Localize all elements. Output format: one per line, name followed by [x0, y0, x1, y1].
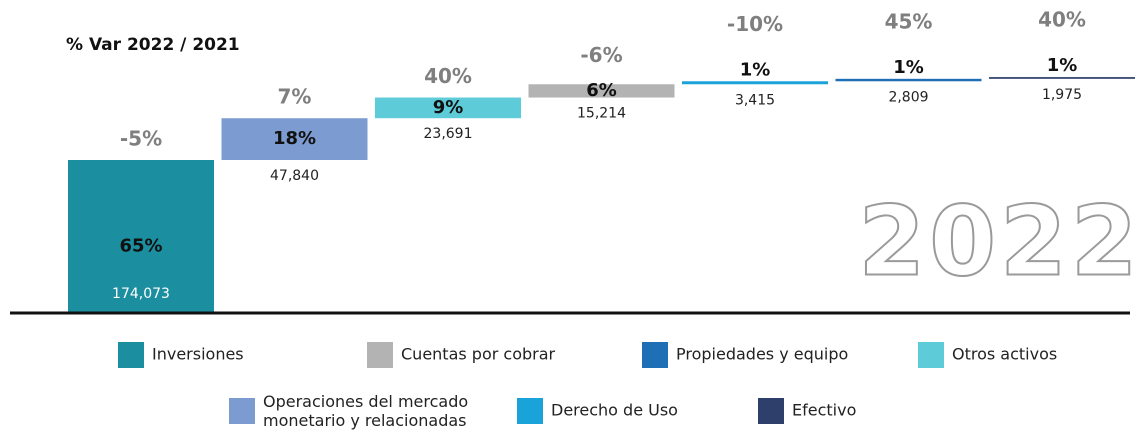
chart-title: % Var 2022 / 2021 — [66, 35, 240, 55]
legend-swatch — [758, 398, 784, 424]
share-label: 1% — [740, 59, 771, 80]
legend-swatch — [918, 342, 944, 368]
share-label: 1% — [893, 57, 924, 78]
change-label: -10% — [727, 12, 783, 36]
legend-label: Propiedades y equipo — [676, 345, 848, 364]
change-label: 7% — [278, 85, 312, 109]
value-label: 15,214 — [577, 106, 626, 122]
change-label: 45% — [885, 9, 933, 33]
legend-swatch — [367, 342, 393, 368]
value-label: 3,415 — [735, 92, 775, 108]
share-label: 18% — [273, 128, 316, 149]
legend-swatch — [517, 398, 543, 424]
change-label: 40% — [1038, 8, 1086, 32]
legend-swatch — [229, 398, 255, 424]
legend-label: Otros activos — [952, 345, 1057, 364]
share-label: 1% — [1047, 55, 1078, 76]
value-label: 2,809 — [888, 89, 928, 105]
value-label: 47,840 — [270, 168, 319, 184]
bar — [835, 78, 982, 82]
bar — [989, 77, 1135, 79]
value-label: 174,073 — [112, 286, 170, 302]
bar — [221, 118, 368, 160]
share-label: 65% — [119, 236, 162, 257]
change-label: -6% — [580, 43, 622, 67]
bar — [68, 160, 214, 312]
legend-swatch — [118, 342, 144, 368]
bar — [375, 97, 521, 119]
bar — [682, 81, 828, 85]
legend-label: Inversiones — [152, 345, 244, 364]
legend-swatch — [642, 342, 668, 368]
change-label: 40% — [424, 64, 472, 88]
value-label: 1,975 — [1042, 87, 1082, 103]
legend-label: Efectivo — [792, 401, 856, 420]
legend-line: monetario y relacionadas — [263, 411, 466, 430]
legend-label: Derecho de Uso — [551, 401, 678, 420]
legend-label: Cuentas por cobrar — [401, 345, 556, 364]
bar — [528, 84, 675, 98]
value-label: 23,691 — [424, 126, 473, 142]
legend-line: Operaciones del mercado — [263, 392, 468, 411]
change-label: -5% — [120, 127, 162, 151]
share-label: 9% — [433, 97, 464, 118]
share-label: 6% — [586, 80, 617, 101]
watermark: 2022 — [858, 185, 1141, 297]
legend-label: Operaciones del mercado monetario y relac… — [263, 392, 468, 430]
